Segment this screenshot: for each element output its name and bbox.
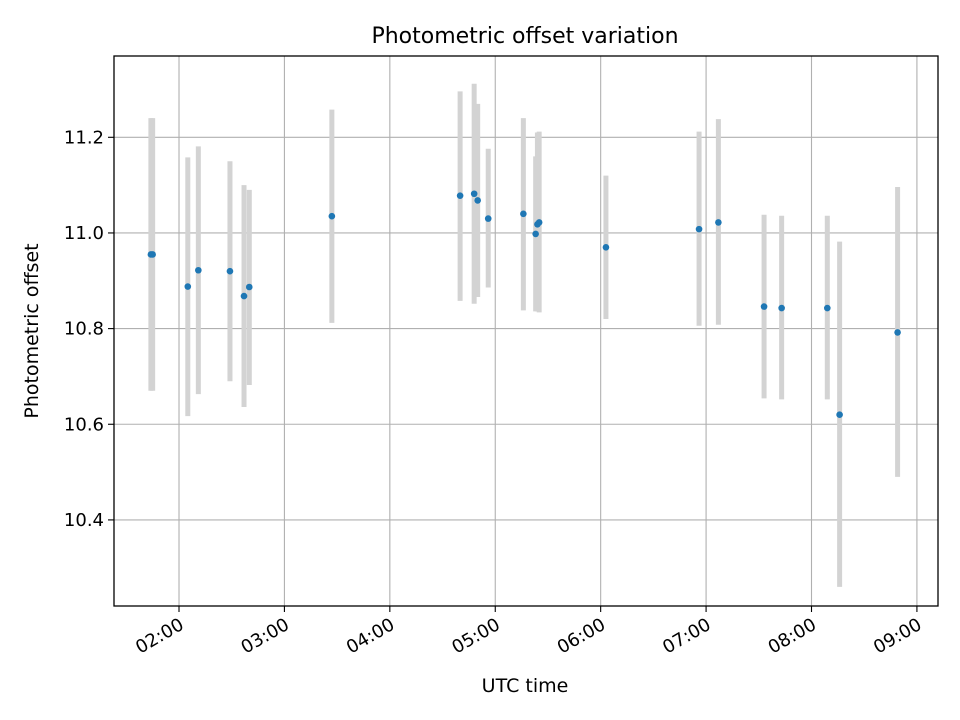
x-axis-ticks: 02:00 03:00 04:00 05:00 06:00 07:00 08:00 09:00 [132, 606, 925, 658]
x-tick-label: 06:00 [554, 614, 609, 658]
chart-title: Photometric offset variation [371, 24, 678, 49]
plot-frame [113, 55, 939, 607]
y-tick-label: 11.2 [64, 127, 104, 148]
grid [114, 56, 938, 606]
data-point [520, 210, 527, 218]
x-tick-label: 03:00 [237, 614, 292, 658]
x-tick-label: 09:00 [870, 614, 925, 658]
data-point [894, 329, 901, 336]
y-tick-label: 10.6 [64, 414, 104, 435]
x-tick-label: 08:00 [765, 614, 820, 658]
y-tick-label: 11.0 [64, 223, 104, 244]
data-points [147, 190, 901, 418]
data-point [836, 411, 843, 418]
x-tick-label: 05:00 [448, 614, 503, 658]
data-point [695, 225, 703, 233]
y-axis-ticks: 10.4 10.6 10.8 11.0 11.2 [64, 127, 114, 531]
data-point [470, 190, 478, 198]
data-point [474, 197, 481, 204]
data-point [328, 212, 336, 220]
data-point [226, 267, 234, 275]
y-tick-label: 10.8 [64, 319, 104, 340]
data-point [456, 192, 464, 199]
data-point [149, 251, 156, 258]
x-axis-label: UTC time [482, 675, 569, 697]
x-tick-label: 07:00 [659, 614, 714, 658]
x-tick-label: 02:00 [132, 614, 187, 658]
data-point [602, 244, 610, 251]
data-point [484, 215, 492, 222]
data-point [778, 304, 785, 312]
data-point [760, 303, 768, 310]
y-tick-label: 10.4 [64, 510, 104, 531]
x-tick-label: 04:00 [343, 614, 398, 658]
y-axis-label: Photometric offset [21, 243, 43, 418]
data-point [535, 219, 543, 226]
data-point [824, 304, 831, 312]
data-point [245, 283, 253, 291]
data-point [184, 283, 192, 290]
data-point [532, 230, 539, 238]
data-point [240, 292, 248, 300]
data-point [195, 266, 202, 274]
error-bars [148, 83, 901, 587]
data-point [715, 219, 722, 226]
